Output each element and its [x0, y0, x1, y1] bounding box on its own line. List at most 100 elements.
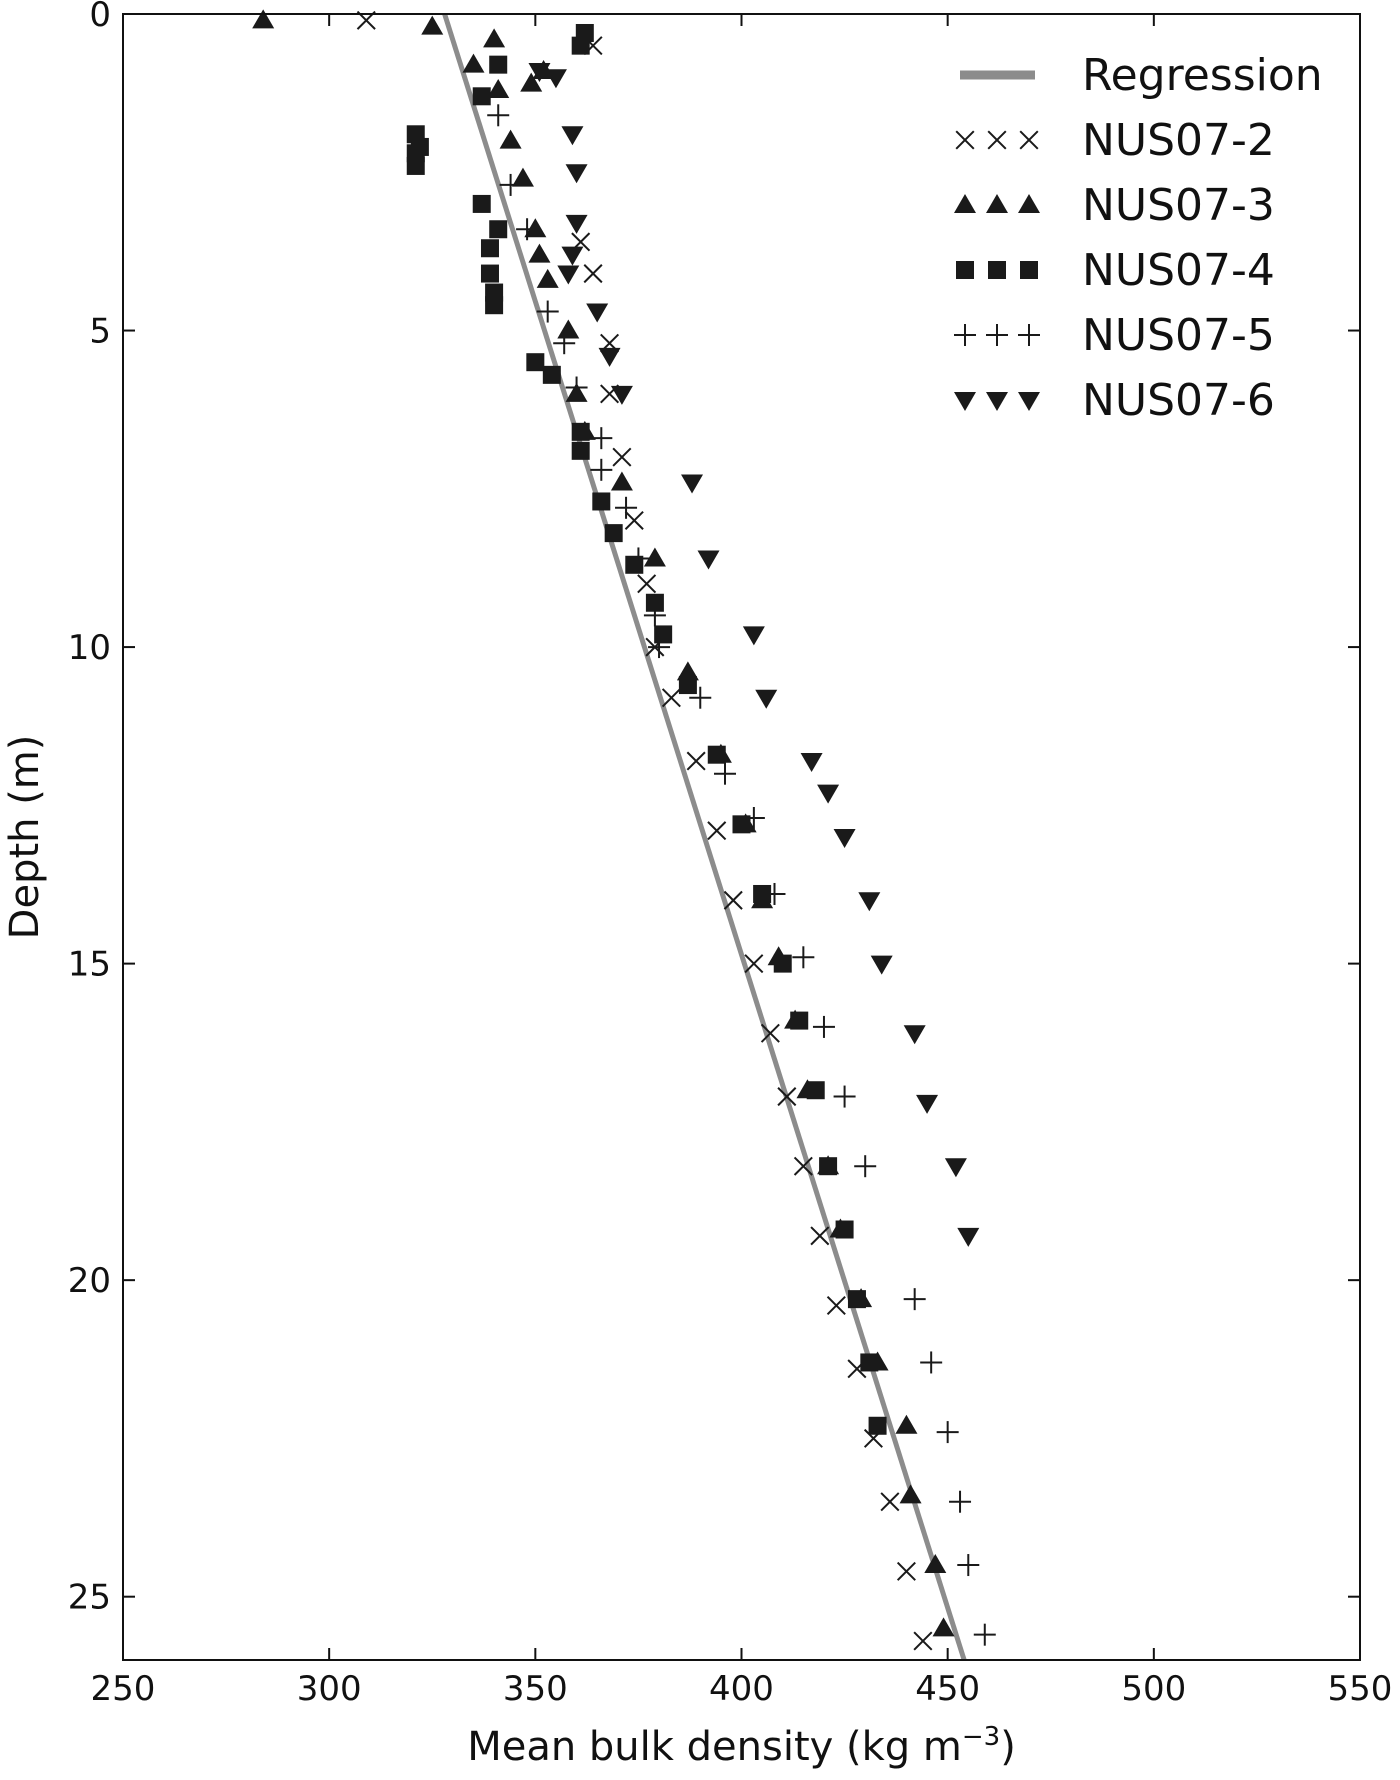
data-point [661, 688, 681, 708]
x-tick-label: 550 [1328, 1669, 1393, 1709]
data-point [483, 28, 506, 48]
data-point [686, 751, 706, 771]
data-point [421, 15, 444, 35]
legend-label: NUS07-6 [1082, 375, 1275, 426]
data-point [949, 1490, 972, 1513]
x-axis-title-main: Mean bulk density (kg m [467, 1724, 962, 1770]
data-point [557, 265, 580, 285]
legend-marker [986, 392, 1008, 411]
data-point [753, 884, 772, 903]
data-point [627, 547, 650, 570]
data-point [707, 745, 726, 764]
data-point [854, 1155, 877, 1178]
data-point [598, 347, 621, 367]
data-point [252, 9, 275, 29]
data-point [763, 882, 786, 905]
data-point [524, 218, 547, 238]
x-axis-title-suffix: ) [1000, 1724, 1016, 1770]
data-point [583, 264, 603, 284]
data-point [858, 892, 881, 912]
data-point [870, 955, 893, 975]
data-point [553, 332, 576, 355]
data-point [773, 954, 792, 973]
data-point [406, 156, 425, 175]
legend-marker [987, 130, 1007, 150]
series-nus07-2 [356, 10, 933, 1651]
legend-label: Regression [1082, 50, 1323, 101]
data-point [895, 1414, 918, 1434]
legend-marker [954, 194, 976, 213]
legend: Regression NUS07-2 NUS07-3 NUS07-4 NUS07-5 NU… [954, 50, 1323, 426]
data-point [817, 784, 840, 804]
data-point [957, 1554, 980, 1577]
data-point [835, 1220, 854, 1239]
data-point [511, 167, 534, 187]
x-tick-label: 350 [503, 1669, 568, 1709]
legend-label: NUS07-5 [1082, 310, 1275, 361]
legend-marker [1018, 324, 1040, 346]
series-nus07-5 [487, 104, 996, 1646]
data-point [516, 218, 539, 241]
points-layer [252, 9, 996, 1651]
data-point [499, 173, 522, 196]
regression-layer [442, 13, 967, 1661]
data-point [472, 87, 491, 106]
data-point [944, 1158, 967, 1178]
data-point [542, 365, 561, 384]
legend-entry-nus07-6: NUS07-6 [954, 375, 1275, 426]
series-nus07-6 [528, 62, 980, 1247]
data-point [536, 268, 559, 288]
data-point [924, 1554, 947, 1574]
data-point [472, 194, 491, 213]
data-point [489, 220, 508, 239]
data-point [654, 625, 673, 644]
data-point [604, 524, 623, 543]
legend-entry-nus07-5: NUS07-5 [954, 310, 1275, 361]
data-point [648, 636, 671, 659]
data-point [487, 78, 510, 98]
data-point [561, 126, 584, 146]
data-point [707, 821, 727, 841]
data-point [480, 264, 499, 283]
data-point [833, 829, 856, 848]
data-point [957, 1227, 980, 1247]
x-axis-title: Mean bulk density (kg m−3) [467, 1722, 1016, 1770]
data-point [586, 303, 609, 323]
data-point [681, 474, 704, 494]
data-point [536, 300, 559, 323]
data-point [697, 550, 720, 570]
data-point [880, 1492, 900, 1512]
data-point [610, 385, 633, 405]
x-tick-label: 400 [709, 1669, 774, 1709]
y-axis-title: Depth (m) [2, 735, 48, 940]
legend-marker [1018, 194, 1040, 213]
x-tick-label: 250 [91, 1669, 156, 1709]
x-axis-title-sup: −3 [962, 1722, 1000, 1752]
data-point [860, 1353, 879, 1372]
y-tick-label: 20 [68, 1261, 111, 1301]
data-point [920, 1351, 943, 1374]
data-point [819, 1157, 838, 1176]
data-point [499, 129, 522, 149]
legend-marker [955, 130, 975, 150]
data-point [777, 1087, 797, 1107]
data-point [565, 214, 588, 234]
data-point [645, 593, 664, 612]
plot-frame [122, 13, 1361, 1661]
legend-marker [986, 324, 1008, 346]
data-point [526, 353, 545, 372]
legend-marker [1019, 130, 1039, 150]
series-nus07-3 [252, 9, 955, 1637]
data-point [793, 1156, 813, 1176]
y-tick-label: 25 [68, 1578, 111, 1618]
data-point [643, 547, 666, 567]
legend-marker [954, 324, 976, 346]
legend-marker [1018, 392, 1040, 411]
data-point [485, 296, 504, 315]
data-point [489, 55, 508, 74]
data-point [528, 243, 551, 263]
data-point [742, 807, 765, 830]
data-point [973, 1623, 996, 1646]
data-point [544, 69, 567, 89]
